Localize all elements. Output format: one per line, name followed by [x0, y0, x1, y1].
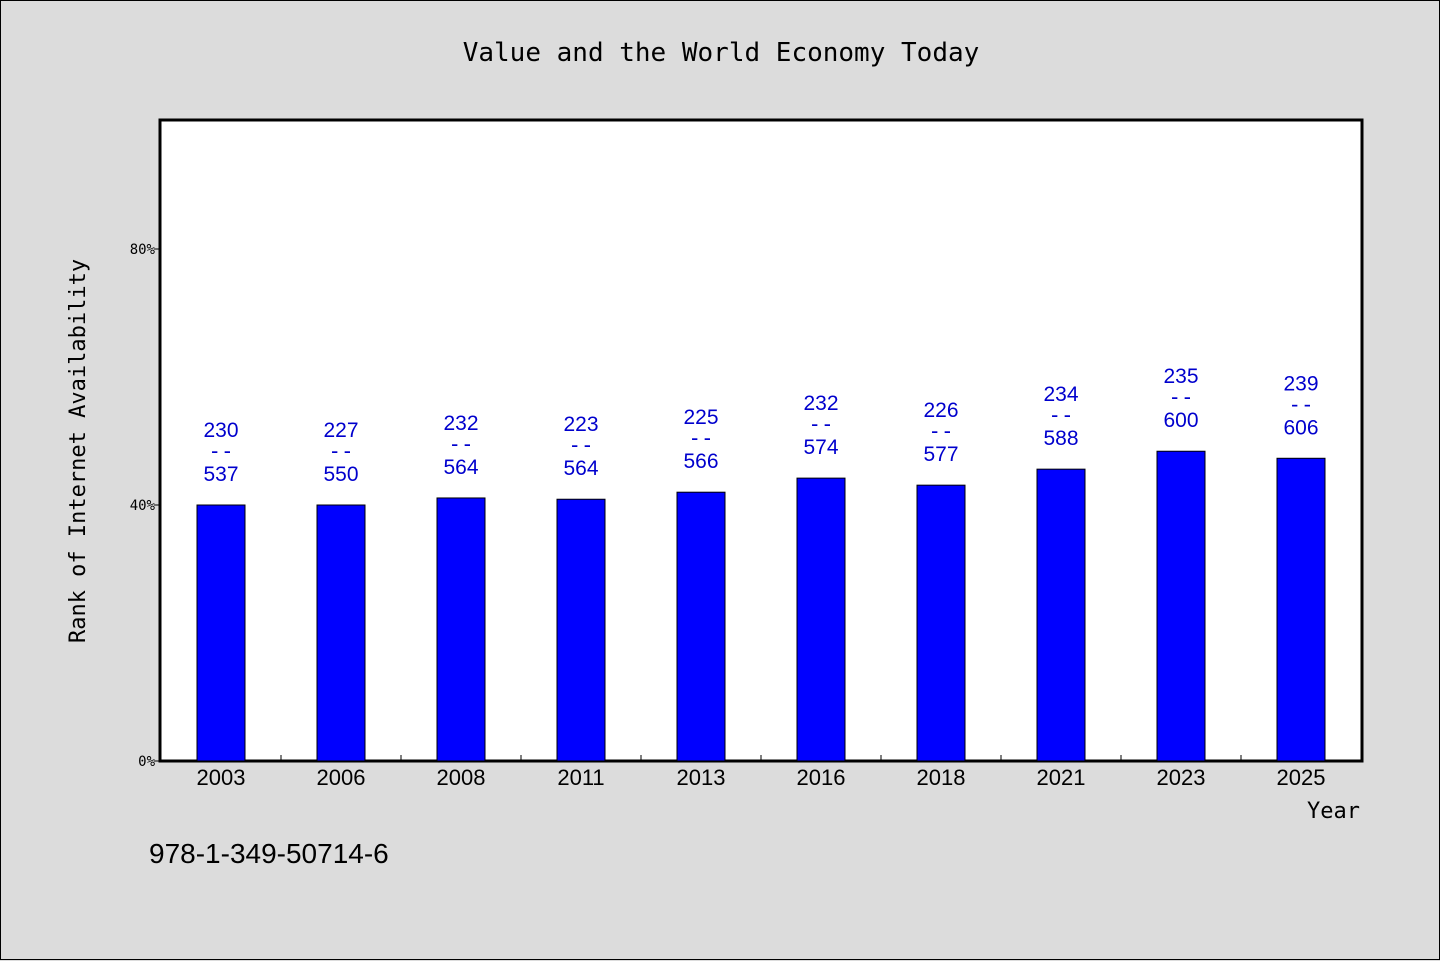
data-label-separator: --	[928, 419, 953, 443]
y-axis-label: Rank of Internet Availability	[66, 259, 91, 643]
bar-2023	[1156, 450, 1206, 762]
data-label-top: 223	[563, 413, 598, 436]
data-label-bottom: 588	[1043, 427, 1078, 450]
x-tick-label: 2013	[677, 765, 726, 790]
data-label-top: 230	[203, 419, 238, 442]
x-tick-label: 2016	[797, 765, 846, 790]
data-label-bottom: 606	[1283, 416, 1318, 439]
x-tick-label: 2021	[1037, 765, 1086, 790]
data-label-bottom: 564	[563, 457, 598, 480]
axis-ticks: 0% 40% 80%	[130, 242, 1242, 770]
bar-2021	[1036, 468, 1086, 762]
data-label-separator: --	[808, 412, 833, 436]
data-label-separator: --	[328, 439, 353, 463]
data-label-bottom: 600	[1163, 409, 1198, 432]
x-tick-label: 2025	[1277, 765, 1326, 790]
data-label-separator: --	[568, 433, 593, 457]
data-label-separator: --	[1048, 403, 1073, 427]
y-tick-label: 0%	[138, 754, 155, 770]
data-label-bottom: 537	[203, 463, 238, 486]
bar-2003	[196, 504, 246, 762]
bars	[196, 450, 1326, 762]
data-label-separator: --	[448, 432, 473, 456]
data-label-separator: --	[1288, 392, 1313, 416]
data-label-bottom: 577	[923, 443, 958, 466]
data-label-bottom: 550	[323, 463, 358, 486]
data-label-separator: --	[1168, 385, 1193, 409]
x-tick-label: 2018	[917, 765, 966, 790]
x-tick-label: 2011	[557, 765, 604, 790]
data-label-bottom: 564	[443, 456, 478, 479]
x-tick-label: 2008	[437, 765, 486, 790]
data-label-separator: --	[208, 439, 233, 463]
data-label-top: 239	[1283, 372, 1318, 395]
data-label-top: 225	[683, 406, 718, 429]
data-label-top: 226	[923, 399, 958, 422]
footnote-isbn: 978-1-349-50714-6	[149, 838, 389, 869]
x-tick-label: 2003	[197, 765, 246, 790]
data-label-bottom: 574	[803, 436, 838, 459]
data-label-separator: --	[688, 426, 713, 450]
bar-2008	[436, 497, 486, 762]
x-axis-label: Year	[1307, 799, 1360, 824]
y-tick-label: 40%	[130, 498, 156, 514]
bar-2006	[316, 504, 366, 762]
bar-2025	[1276, 457, 1326, 762]
chart-title: Value and the World Economy Today	[463, 38, 980, 68]
y-tick-label: 80%	[130, 242, 156, 258]
bar-2018	[916, 484, 966, 762]
x-tick-label: 2006	[317, 765, 366, 790]
data-label-top: 227	[323, 419, 358, 442]
bar-2013	[676, 491, 726, 762]
bar-2011	[556, 498, 606, 762]
data-label-top: 234	[1043, 383, 1078, 406]
data-label-top: 235	[1163, 365, 1198, 388]
bar-2016	[796, 477, 846, 762]
data-label-top: 232	[803, 392, 838, 415]
data-labels: 2003230--5372006227--5502008232--5642011…	[197, 365, 1326, 790]
data-label-top: 232	[443, 412, 478, 435]
x-tick-label: 2023	[1157, 765, 1206, 790]
data-label-bottom: 566	[683, 450, 718, 473]
